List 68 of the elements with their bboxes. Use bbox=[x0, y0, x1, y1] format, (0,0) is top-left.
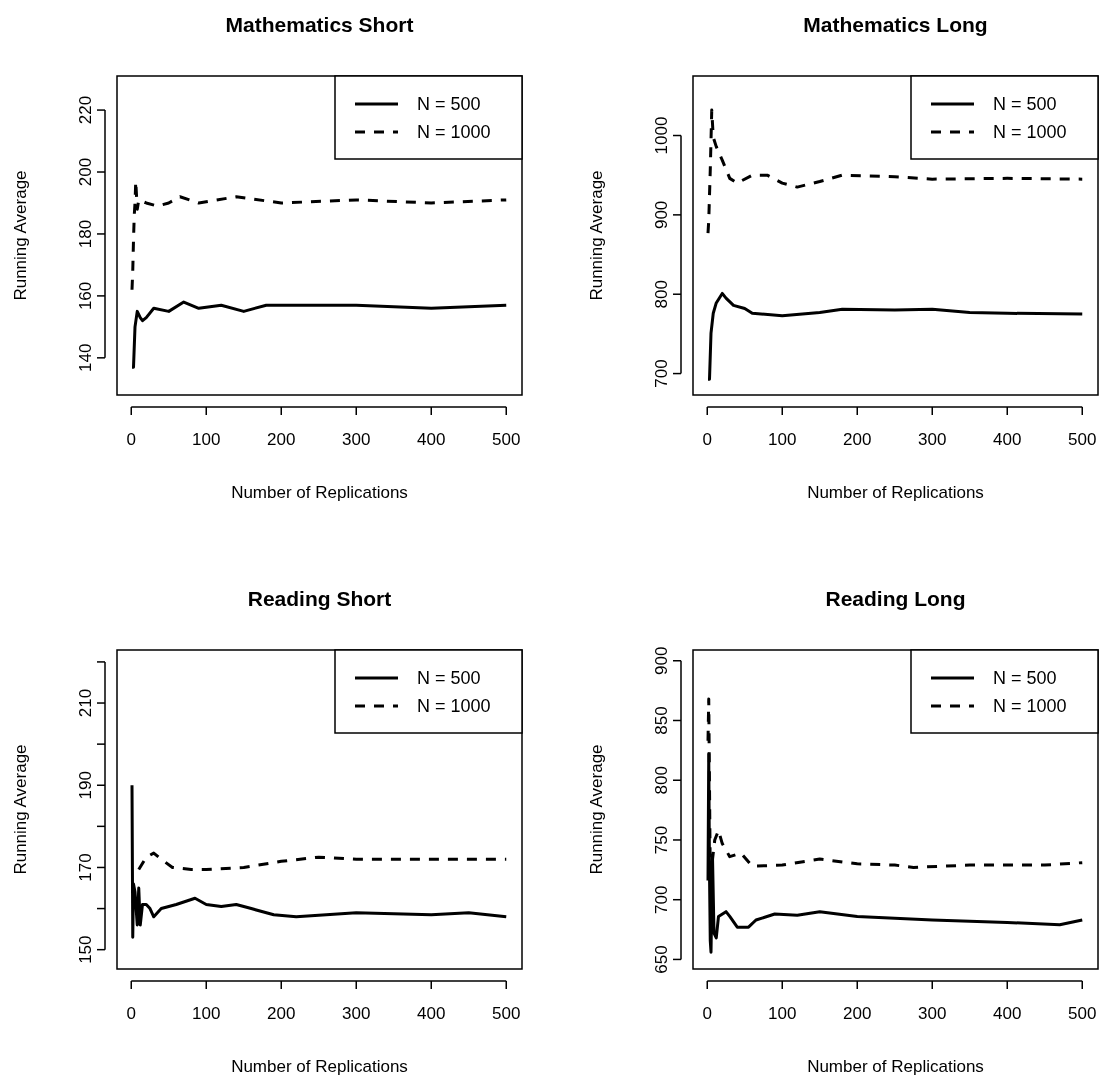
x-tick-label: 200 bbox=[267, 430, 296, 449]
y-tick-label: 1000 bbox=[652, 116, 671, 155]
x-tick-label: 0 bbox=[702, 430, 712, 449]
chart-title: Mathematics Short bbox=[225, 13, 414, 36]
y-tick-label: 900 bbox=[652, 200, 671, 230]
x-tick-label: 200 bbox=[267, 1004, 296, 1023]
x-tick-label: 300 bbox=[342, 1004, 371, 1023]
y-tick-label: 220 bbox=[76, 95, 95, 125]
line-series bbox=[706, 291, 1084, 381]
x-tick-label: 500 bbox=[1068, 430, 1097, 449]
x-tick-label: 300 bbox=[918, 430, 947, 449]
x-axis-title: Number of Replications bbox=[231, 483, 408, 502]
y-tick-label: 150 bbox=[76, 935, 95, 964]
legend-label: N = 1000 bbox=[993, 122, 1067, 142]
chart-title: Reading Short bbox=[247, 587, 392, 610]
x-axis-title: Number of Replications bbox=[231, 1057, 408, 1076]
x-tick-label: 100 bbox=[192, 430, 221, 449]
x-tick-label: 0 bbox=[126, 1004, 136, 1023]
y-tick-label: 180 bbox=[76, 219, 95, 249]
x-tick-label: 100 bbox=[768, 1004, 797, 1023]
y-tick-label: 200 bbox=[76, 157, 95, 187]
x-tick-label: 100 bbox=[768, 430, 797, 449]
y-tick-label: 900 bbox=[652, 646, 671, 675]
legend-label: N = 500 bbox=[993, 94, 1057, 114]
y-tick-label: 850 bbox=[652, 706, 671, 735]
legend-label: N = 1000 bbox=[417, 122, 491, 142]
x-tick-label: 300 bbox=[342, 430, 371, 449]
line-series bbox=[130, 783, 508, 939]
y-tick-label: 190 bbox=[76, 771, 95, 800]
line-series bbox=[137, 851, 508, 872]
y-tick-label: 170 bbox=[76, 853, 95, 882]
chart-title: Reading Long bbox=[825, 587, 966, 610]
x-tick-label: 0 bbox=[702, 1004, 712, 1023]
y-tick-label: 750 bbox=[652, 825, 671, 855]
y-tick-label: 800 bbox=[652, 766, 671, 795]
y-axis-title: Running Average bbox=[11, 170, 30, 301]
y-axis-title: Running Average bbox=[11, 744, 30, 875]
x-tick-label: 500 bbox=[492, 1004, 521, 1023]
y-tick-label: 800 bbox=[652, 280, 671, 309]
y-tick-label: 700 bbox=[652, 359, 671, 388]
x-tick-label: 400 bbox=[417, 430, 446, 449]
legend-label: N = 1000 bbox=[417, 696, 491, 716]
y-tick-label: 160 bbox=[76, 281, 95, 311]
y-tick-label: 140 bbox=[76, 343, 95, 373]
x-tick-label: 400 bbox=[417, 1004, 446, 1023]
legend-label: N = 500 bbox=[993, 668, 1057, 688]
x-tick-label: 500 bbox=[492, 430, 521, 449]
x-tick-label: 400 bbox=[993, 430, 1022, 449]
x-tick-label: 200 bbox=[843, 430, 872, 449]
x-tick-label: 500 bbox=[1068, 1004, 1097, 1023]
x-tick-label: 400 bbox=[993, 1004, 1022, 1023]
x-axis-title: Number of Replications bbox=[807, 1057, 984, 1076]
line-series bbox=[706, 108, 1084, 235]
y-axis-title: Running Average bbox=[587, 170, 606, 301]
y-tick-label: 650 bbox=[652, 945, 671, 974]
y-tick-label: 210 bbox=[76, 688, 95, 718]
x-tick-label: 0 bbox=[126, 430, 136, 449]
x-tick-label: 300 bbox=[918, 1004, 947, 1023]
legend-label: N = 500 bbox=[417, 94, 481, 114]
x-tick-label: 200 bbox=[843, 1004, 872, 1023]
chart-title: Mathematics Long bbox=[803, 13, 988, 36]
x-tick-label: 100 bbox=[192, 1004, 221, 1023]
line-series bbox=[130, 300, 508, 369]
y-axis-title: Running Average bbox=[587, 744, 606, 875]
x-axis-title: Number of Replications bbox=[807, 483, 984, 502]
y-tick-label: 700 bbox=[652, 885, 671, 914]
legend-label: N = 500 bbox=[417, 668, 481, 688]
legend-label: N = 1000 bbox=[993, 696, 1067, 716]
